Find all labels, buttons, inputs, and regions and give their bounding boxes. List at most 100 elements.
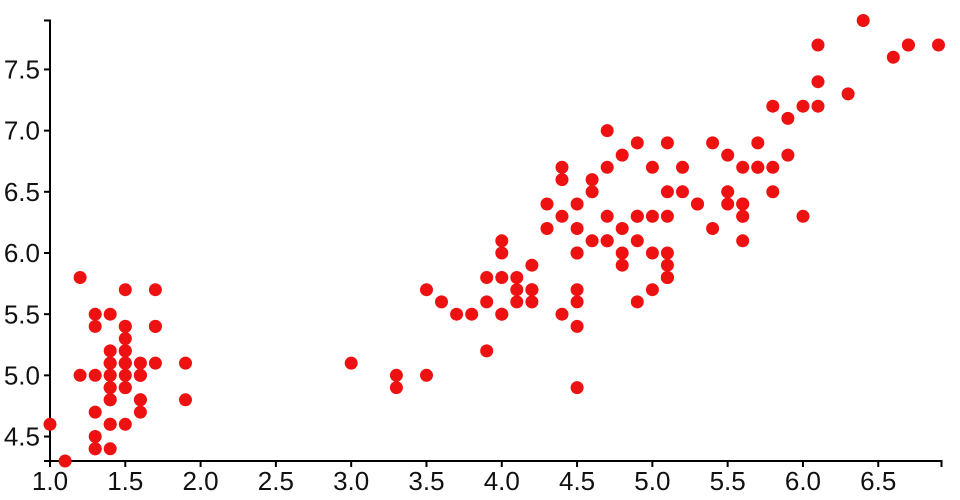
data-point [600, 124, 614, 138]
data-point [103, 368, 117, 382]
data-point [103, 344, 117, 358]
data-point [103, 307, 117, 321]
data-point [766, 160, 780, 174]
data-point [676, 185, 689, 199]
data-point [781, 148, 795, 162]
data-point [88, 405, 102, 419]
y-tick-label: 7.5 [4, 55, 40, 85]
data-point [811, 75, 825, 89]
data-point [118, 283, 132, 297]
data-point [570, 283, 584, 297]
points-layer [43, 14, 945, 468]
data-point [615, 148, 629, 162]
data-point [721, 185, 735, 199]
data-point [766, 99, 780, 113]
data-point [600, 160, 614, 174]
data-point [495, 234, 509, 248]
data-point [118, 356, 132, 370]
data-point [736, 197, 750, 211]
data-point [133, 368, 147, 382]
data-point [480, 271, 494, 284]
data-point [691, 197, 704, 211]
data-point [480, 295, 494, 309]
data-point [58, 454, 72, 468]
data-point [570, 222, 584, 235]
data-point [555, 209, 569, 223]
data-point [495, 246, 509, 260]
x-tick-label: 4.0 [484, 466, 520, 496]
data-point [645, 160, 659, 174]
data-point [781, 111, 795, 125]
data-point [88, 368, 102, 382]
data-point [103, 356, 117, 370]
data-point [118, 368, 132, 382]
data-point [706, 222, 720, 235]
data-point [766, 185, 780, 199]
data-point [495, 307, 509, 321]
data-point [118, 319, 132, 333]
data-point [103, 393, 117, 407]
data-point [103, 442, 117, 456]
y-tick-label: 7.0 [4, 116, 40, 146]
data-point [73, 368, 87, 382]
data-point [88, 442, 102, 456]
data-point [148, 356, 162, 370]
x-tick-label: 4.5 [559, 466, 595, 496]
data-point [480, 344, 494, 358]
data-point [148, 283, 162, 297]
data-point [600, 209, 614, 223]
data-point [721, 197, 735, 211]
data-point [103, 417, 117, 431]
data-point [751, 160, 765, 174]
data-point [133, 405, 147, 419]
data-point [73, 271, 87, 284]
data-point [886, 50, 900, 64]
data-point [118, 381, 132, 395]
data-point [179, 393, 192, 407]
data-point [615, 222, 629, 235]
data-point [495, 271, 509, 284]
x-tick-label: 3.5 [408, 466, 444, 496]
data-point [43, 417, 57, 431]
data-point [133, 356, 147, 370]
x-tick-label: 5.0 [634, 466, 670, 496]
data-point [118, 332, 132, 346]
data-point [932, 38, 945, 52]
data-point [736, 209, 750, 223]
data-point [796, 209, 810, 223]
data-point [435, 295, 448, 309]
data-point [736, 160, 750, 174]
data-point [555, 307, 569, 321]
data-point [660, 258, 674, 272]
data-point [555, 160, 569, 174]
x-axis: 1.0 1.5 2.0 2.5 3.0 3.5 4.0 4.5 5.0 5.5 6.0 6.5 [32, 460, 943, 496]
data-point [510, 271, 524, 284]
data-point [118, 417, 132, 431]
y-axis-line [44, 19, 51, 462]
data-point [615, 246, 629, 260]
x-tick-label: 1.5 [107, 466, 143, 496]
data-point [796, 99, 810, 113]
data-point [179, 356, 192, 370]
data-point [525, 295, 539, 309]
data-point [645, 283, 659, 297]
data-point [88, 430, 102, 443]
data-point [585, 173, 599, 187]
data-point [570, 246, 584, 260]
data-point [856, 14, 870, 27]
data-point [645, 209, 659, 223]
data-point [570, 381, 584, 395]
data-point [88, 307, 102, 321]
data-point [133, 393, 147, 407]
data-point [570, 295, 584, 309]
data-point [389, 368, 403, 382]
data-point [630, 295, 644, 309]
data-point [811, 38, 825, 52]
data-point [148, 319, 162, 333]
data-point [811, 99, 825, 113]
data-point [118, 344, 132, 358]
data-point [555, 173, 569, 187]
data-point [660, 185, 674, 199]
data-point [103, 381, 117, 395]
